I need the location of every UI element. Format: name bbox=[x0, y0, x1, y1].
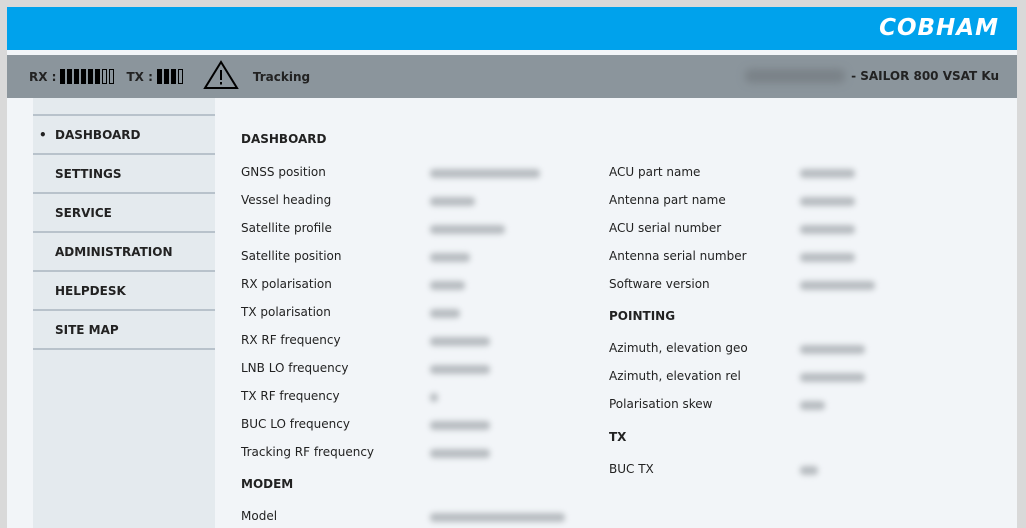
sidebar-item-label: DASHBOARD bbox=[55, 127, 141, 142]
sidebar: • DASHBOARD SETTINGS SERVICE ADMINISTRATION H… bbox=[33, 98, 215, 528]
signal-bar bbox=[74, 69, 80, 84]
field-label: GNSS position bbox=[241, 165, 326, 179]
field-label: ACU part name bbox=[609, 165, 701, 179]
cobham-logo: COBHAM bbox=[879, 15, 999, 41]
redacted-name bbox=[745, 69, 846, 83]
status-bar: RX : TX : Tracking - SAILOR 800 VSAT Ku bbox=[7, 55, 1017, 98]
redacted-value bbox=[430, 513, 565, 522]
section-title-dashboard: DASHBOARD bbox=[241, 132, 327, 146]
redacted-value bbox=[430, 169, 540, 178]
redacted-value bbox=[800, 401, 825, 410]
field-label: Polarisation skew bbox=[609, 397, 713, 411]
redacted-value bbox=[430, 225, 505, 234]
field-label: Tracking RF frequency bbox=[241, 445, 375, 459]
field-label: TX polarisation bbox=[241, 305, 331, 319]
warning-triangle-icon bbox=[203, 60, 239, 93]
signal-bar bbox=[60, 69, 66, 84]
sidebar-item-administration[interactable]: ADMINISTRATION bbox=[33, 233, 215, 272]
field-label: BUC TX bbox=[609, 462, 654, 476]
sidebar-item-helpdesk[interactable]: HELPDESK bbox=[33, 272, 215, 311]
redacted-value bbox=[430, 449, 490, 458]
redacted-value bbox=[800, 197, 855, 206]
section-title-modem: MODEM bbox=[241, 477, 294, 491]
redacted-value bbox=[430, 365, 490, 374]
redacted-value bbox=[800, 373, 865, 382]
field-label: Software version bbox=[609, 277, 710, 291]
field-label: ACU serial number bbox=[609, 221, 722, 235]
redacted-value bbox=[800, 466, 818, 475]
active-bullet-icon: • bbox=[39, 127, 47, 142]
signal-bar bbox=[163, 69, 169, 84]
sidebar-item-label: SETTINGS bbox=[55, 166, 122, 181]
sidebar-item-dashboard[interactable]: • DASHBOARD bbox=[33, 116, 215, 155]
section-title-pointing: POINTING bbox=[609, 309, 676, 323]
rx-signal-bars bbox=[60, 69, 115, 84]
sidebar-item-label: SITE MAP bbox=[55, 322, 119, 337]
sidebar-item-label: SERVICE bbox=[55, 205, 112, 220]
redacted-value bbox=[800, 345, 865, 354]
redacted-value bbox=[430, 337, 490, 346]
tracking-status: Tracking bbox=[252, 69, 311, 84]
redacted-value bbox=[430, 309, 460, 318]
redacted-value bbox=[430, 281, 465, 290]
redacted-value bbox=[430, 421, 490, 430]
signal-bar bbox=[88, 69, 94, 84]
tx-signal-bars bbox=[156, 69, 183, 84]
field-label: Azimuth, elevation geo bbox=[609, 341, 748, 355]
sidebar-item-service[interactable]: SERVICE bbox=[33, 194, 215, 233]
redacted-value bbox=[800, 281, 875, 290]
signal-bar bbox=[109, 69, 115, 84]
signal-bar bbox=[177, 69, 183, 84]
field-label: Antenna part name bbox=[609, 193, 726, 207]
signal-bar bbox=[170, 69, 176, 84]
field-label: Satellite position bbox=[241, 249, 342, 263]
redacted-value bbox=[430, 253, 470, 262]
redacted-value bbox=[800, 253, 855, 262]
sidebar-item-site-map[interactable]: SITE MAP bbox=[33, 311, 215, 350]
app-frame: COBHAM RX : TX : Tracking - SAILOR 800 V… bbox=[7, 7, 1017, 528]
signal-bar bbox=[95, 69, 101, 84]
signal-bar bbox=[81, 69, 87, 84]
redacted-value bbox=[800, 225, 855, 234]
field-label: Satellite profile bbox=[241, 221, 332, 235]
sidebar-nav: • DASHBOARD SETTINGS SERVICE ADMINISTRATION H… bbox=[33, 114, 215, 350]
redacted-value bbox=[430, 197, 475, 206]
signal-bar bbox=[102, 69, 108, 84]
field-label: LNB LO frequency bbox=[241, 361, 349, 375]
sidebar-item-label: HELPDESK bbox=[55, 283, 126, 298]
field-label: Model bbox=[241, 509, 278, 523]
field-label: RX polarisation bbox=[241, 277, 332, 291]
redacted-value bbox=[430, 393, 438, 402]
signal-bar bbox=[156, 69, 162, 84]
redacted-value bbox=[800, 169, 855, 178]
field-label: Azimuth, elevation rel bbox=[609, 369, 741, 383]
dashboard-content: DASHBOARD GNSS position Vessel heading Sate… bbox=[215, 98, 1017, 528]
field-label: BUC LO frequency bbox=[241, 417, 350, 431]
device-model: - SAILOR 800 VSAT Ku bbox=[851, 69, 999, 83]
tx-label: TX : bbox=[126, 69, 153, 84]
header: COBHAM bbox=[7, 7, 1017, 50]
field-label: RX RF frequency bbox=[241, 333, 341, 347]
section-title-tx: TX bbox=[609, 430, 627, 444]
sidebar-item-settings[interactable]: SETTINGS bbox=[33, 155, 215, 194]
field-label: TX RF frequency bbox=[241, 389, 340, 403]
rx-label: RX : bbox=[29, 69, 57, 84]
field-label: Vessel heading bbox=[241, 193, 332, 207]
sidebar-item-label: ADMINISTRATION bbox=[55, 244, 173, 259]
field-label: Antenna serial number bbox=[609, 249, 747, 263]
signal-bar bbox=[67, 69, 73, 84]
device-name: - SAILOR 800 VSAT Ku bbox=[745, 69, 999, 83]
